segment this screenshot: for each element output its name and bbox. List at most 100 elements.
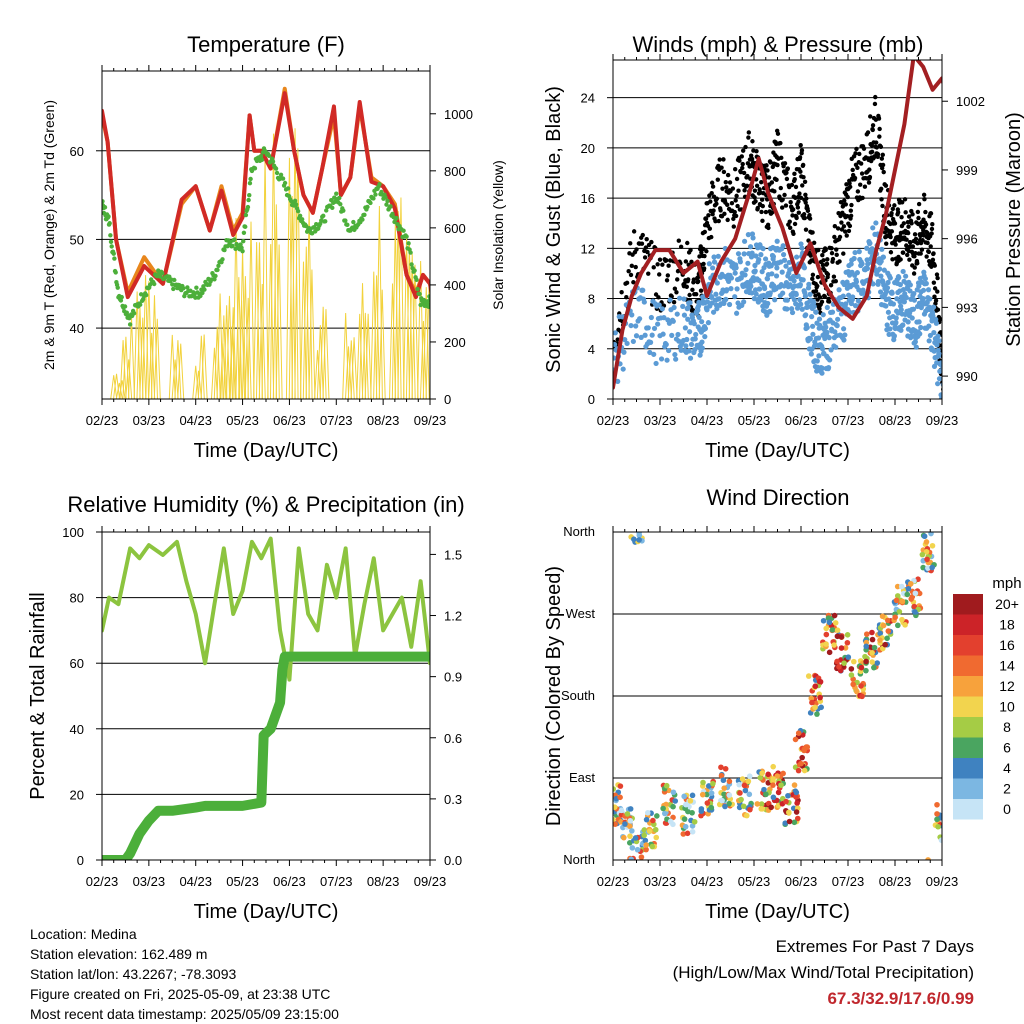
direction-point	[874, 660, 881, 666]
wind-point	[985, 337, 990, 342]
direction-point	[721, 791, 727, 798]
wind-point	[947, 396, 952, 401]
direction-point	[770, 776, 776, 782]
direction-point	[912, 590, 919, 597]
dewpoint-point	[303, 223, 309, 229]
direction-point	[842, 645, 849, 651]
wind-point	[613, 341, 618, 348]
x-axis-label: Time (Day/UTC)	[705, 440, 850, 462]
wind-point	[950, 396, 955, 401]
gust-point	[714, 201, 719, 206]
wind-point	[767, 290, 773, 296]
gust-point	[924, 254, 929, 259]
gust-point	[841, 224, 847, 229]
dewpoint-point	[108, 239, 114, 245]
wind-point	[935, 381, 941, 387]
gust-point	[950, 397, 954, 401]
dewpoint-point	[415, 286, 420, 292]
insolation-spike	[344, 346, 352, 399]
insolation-spike	[122, 336, 130, 399]
y-axis-label: Direction (Colored By Speed)	[543, 566, 565, 826]
wind-point	[959, 360, 964, 365]
direction-point	[844, 632, 851, 638]
wind-point	[916, 283, 922, 289]
gust-point	[964, 275, 968, 279]
wind-point	[841, 337, 847, 343]
insolation-spike	[419, 320, 427, 399]
dewpoint-point	[292, 198, 298, 203]
wind-point	[651, 351, 657, 357]
wind-point	[971, 285, 976, 290]
wind-point	[734, 310, 740, 316]
wind-point	[653, 360, 659, 367]
wind-point	[958, 387, 963, 392]
legend-title: mph	[992, 575, 1021, 592]
gust-point	[780, 197, 785, 202]
direction-point	[859, 693, 865, 700]
wind-point	[969, 276, 974, 281]
wind-point	[806, 281, 812, 287]
wind-point	[936, 351, 942, 357]
wind-point	[774, 265, 780, 271]
wind-point	[927, 332, 934, 339]
insolation-spike	[361, 312, 369, 399]
wind-point	[686, 348, 692, 354]
legend-swatch	[953, 676, 983, 697]
dewpoint-point	[181, 286, 186, 291]
wind-point	[699, 345, 705, 351]
direction-point	[863, 667, 869, 674]
dewpoint-point	[452, 384, 456, 388]
direction-point	[627, 833, 633, 839]
gust-point	[624, 280, 630, 286]
wind-point	[681, 312, 688, 318]
wind-point	[969, 278, 974, 283]
gust-point	[930, 257, 936, 262]
gust-point	[824, 261, 830, 267]
direction-point	[871, 644, 878, 651]
gust-point	[971, 224, 975, 228]
direction-point	[628, 856, 635, 860]
direction-point	[834, 633, 841, 640]
dewpoint-point	[285, 186, 291, 191]
chart-title: Wind Direction	[706, 485, 849, 510]
x-tick-label: 06/23	[785, 413, 818, 428]
dewpoint-point	[160, 271, 165, 276]
gust-point	[676, 238, 681, 243]
gust-point	[793, 184, 799, 190]
wind-point	[687, 355, 694, 361]
y-right-axis-label: Solar Insolation (Yellow)	[490, 160, 506, 310]
wind-point	[973, 291, 978, 296]
insolation-spike	[302, 246, 310, 399]
direction-point	[720, 777, 727, 784]
direction-point	[908, 596, 915, 602]
wind-point	[855, 298, 861, 304]
gust-point	[829, 250, 835, 256]
gust-point	[945, 397, 949, 401]
dewpoint-point	[345, 222, 350, 228]
wind-point	[798, 241, 804, 247]
dewpoint-point	[266, 153, 272, 158]
wind-point	[911, 291, 917, 297]
wind-point	[978, 318, 983, 323]
direction-point	[705, 783, 712, 789]
direction-point	[831, 612, 838, 619]
wind-point	[733, 265, 739, 271]
gust-point	[779, 155, 784, 161]
gust-point	[956, 341, 960, 345]
x-tick-label: 07/23	[320, 874, 353, 889]
gust-point	[955, 320, 959, 324]
dewpoint-point	[383, 195, 388, 200]
wind-point	[629, 312, 635, 318]
wind-point	[884, 322, 890, 328]
gust-point	[962, 268, 966, 272]
gust-point	[979, 209, 983, 213]
wind-point	[814, 358, 820, 364]
direction-point	[848, 666, 855, 672]
direction-point	[834, 658, 840, 665]
gust-point	[759, 209, 764, 215]
legend-label: 6	[1003, 740, 1011, 756]
gust-point	[889, 210, 894, 216]
gust-point	[890, 257, 895, 262]
dewpoint-point	[455, 386, 459, 390]
legend-label: 10	[999, 699, 1015, 715]
